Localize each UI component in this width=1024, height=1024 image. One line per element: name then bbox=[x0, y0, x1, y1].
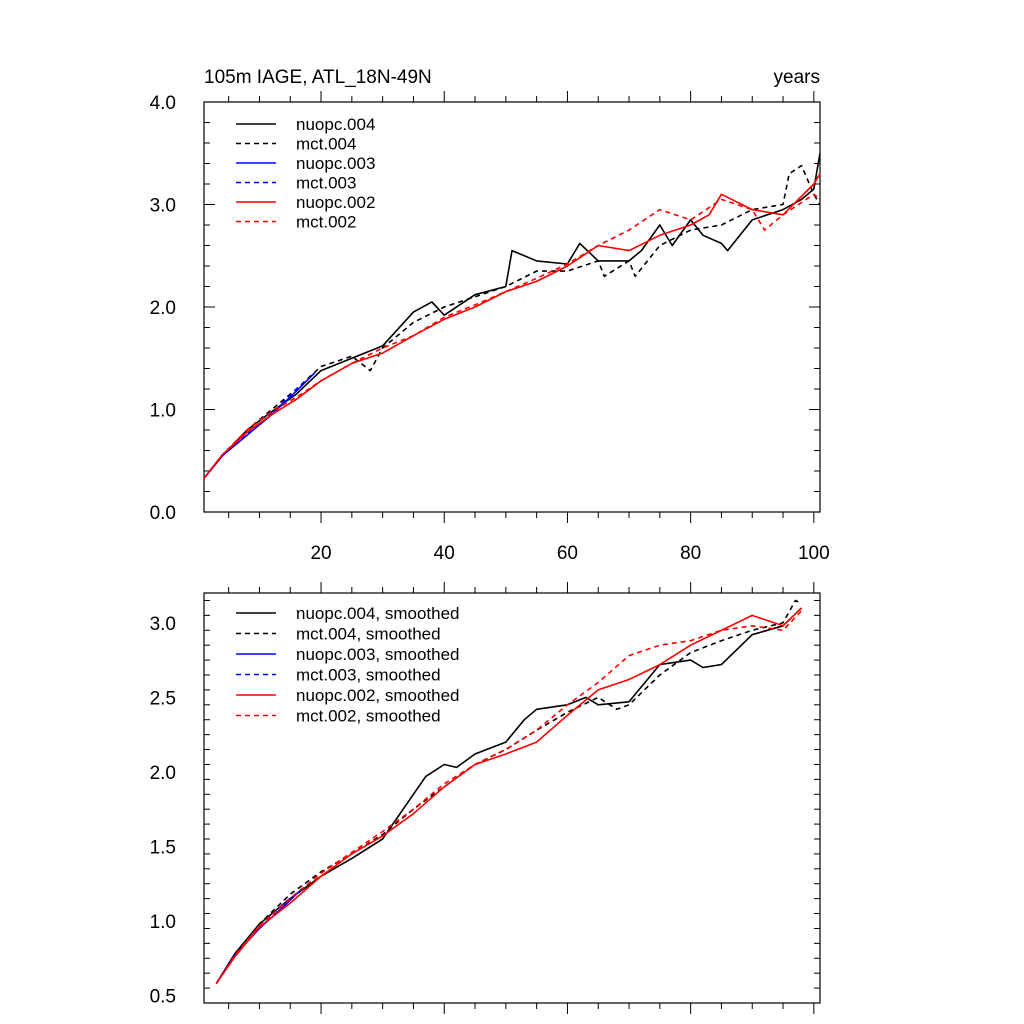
series-group-bottom bbox=[215, 599, 803, 985]
legend-label: mct.002, smoothed bbox=[296, 707, 441, 726]
series-line bbox=[215, 887, 304, 985]
legend-label: nuopc.002, smoothed bbox=[296, 686, 460, 705]
axes-top: 20 40 60 80 100 0.0 1.0 2.0 3.0 4.0 bbox=[150, 91, 830, 564]
series-group-top bbox=[203, 153, 821, 479]
x-tick-label: 40 bbox=[434, 543, 455, 564]
x-tick-label: 60 bbox=[557, 543, 578, 564]
series-line bbox=[203, 193, 821, 479]
legend-label: nuopc.004 bbox=[296, 115, 375, 134]
y-tick-label: 3.0 bbox=[150, 614, 176, 635]
series-line bbox=[215, 610, 803, 985]
legend-label: mct.004 bbox=[296, 135, 356, 154]
x-tick-label: 20 bbox=[310, 543, 331, 564]
series-line bbox=[215, 887, 304, 985]
legend-label: mct.004, smoothed bbox=[296, 625, 441, 644]
y-tick-label: 4.0 bbox=[150, 93, 176, 114]
series-line bbox=[203, 173, 821, 479]
x-tick-label: 100 bbox=[798, 543, 830, 564]
y-tick-label: 1.0 bbox=[150, 912, 176, 933]
series-line bbox=[215, 607, 803, 985]
series-line bbox=[215, 599, 802, 985]
panel-top: 105m IAGE, ATL_18N-49N years 20 40 60 80 100… bbox=[150, 67, 830, 564]
series-line bbox=[215, 607, 803, 985]
legend-label: mct.003 bbox=[296, 174, 356, 193]
y-tick-label: 2.0 bbox=[150, 763, 176, 784]
x-tick-label: 80 bbox=[680, 543, 701, 564]
y-tick-label: 0.0 bbox=[150, 503, 176, 524]
legend-label: nuopc.002 bbox=[296, 193, 375, 212]
y-tick-label: 0.5 bbox=[150, 987, 176, 1008]
y-tick-label: 2.5 bbox=[150, 688, 176, 709]
legend-label: mct.003, smoothed bbox=[296, 666, 441, 685]
units-label: years bbox=[774, 67, 820, 88]
legend-top: nuopc.004mct.004nuopc.003mct.003nuopc.00… bbox=[236, 115, 375, 232]
y-tick-label: 1.0 bbox=[150, 401, 176, 422]
legend-label: nuopc.004, smoothed bbox=[296, 604, 460, 623]
legend-label: mct.002 bbox=[296, 213, 356, 232]
legend-label: nuopc.003 bbox=[296, 154, 375, 173]
y-tick-label: 1.5 bbox=[150, 837, 176, 858]
plot-frame bbox=[203, 592, 821, 1004]
panel-bottom: 0.5 1.0 1.5 2.0 2.5 3.0 nuopc.004, smoothed mc… bbox=[150, 582, 821, 1014]
y-tick-label: 2.0 bbox=[150, 298, 176, 319]
chart-title: 105m IAGE, ATL_18N-49N bbox=[204, 67, 432, 88]
axes-bottom: 0.5 1.0 1.5 2.0 2.5 3.0 bbox=[150, 582, 821, 1014]
legend-label: nuopc.003, smoothed bbox=[296, 645, 460, 664]
y-tick-label: 3.0 bbox=[150, 196, 176, 217]
